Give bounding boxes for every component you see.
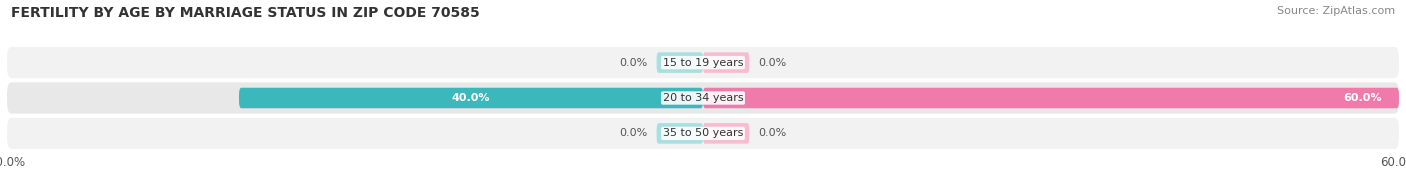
Text: 35 to 50 years: 35 to 50 years [662, 128, 744, 138]
Text: 0.0%: 0.0% [619, 128, 647, 138]
FancyBboxPatch shape [7, 118, 1399, 149]
FancyBboxPatch shape [7, 47, 1399, 78]
Text: 15 to 19 years: 15 to 19 years [662, 58, 744, 68]
FancyBboxPatch shape [703, 123, 749, 144]
Text: 0.0%: 0.0% [759, 58, 787, 68]
FancyBboxPatch shape [703, 88, 1399, 108]
Text: FERTILITY BY AGE BY MARRIAGE STATUS IN ZIP CODE 70585: FERTILITY BY AGE BY MARRIAGE STATUS IN Z… [11, 6, 479, 20]
Text: 60.0%: 60.0% [1343, 93, 1382, 103]
FancyBboxPatch shape [239, 88, 703, 108]
FancyBboxPatch shape [7, 83, 1399, 113]
FancyBboxPatch shape [703, 52, 749, 73]
FancyBboxPatch shape [657, 123, 703, 144]
Text: 0.0%: 0.0% [619, 58, 647, 68]
Text: 20 to 34 years: 20 to 34 years [662, 93, 744, 103]
Text: Source: ZipAtlas.com: Source: ZipAtlas.com [1277, 6, 1395, 16]
FancyBboxPatch shape [657, 52, 703, 73]
Text: 0.0%: 0.0% [759, 128, 787, 138]
Text: 40.0%: 40.0% [451, 93, 491, 103]
